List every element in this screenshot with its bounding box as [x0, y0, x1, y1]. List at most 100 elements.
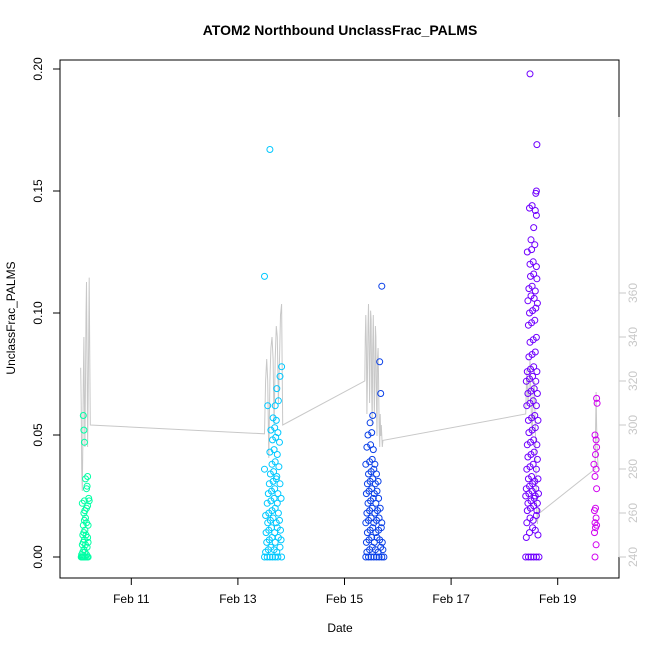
data-points	[77, 70, 601, 561]
y2-tick-label: 320	[626, 371, 640, 391]
data-point	[591, 473, 599, 480]
data-point	[530, 436, 538, 444]
data-point	[82, 514, 89, 522]
data-point	[263, 553, 271, 561]
x-tick-label: Feb 15	[326, 592, 364, 606]
data-point	[533, 455, 541, 463]
data-point	[371, 460, 379, 468]
data-point	[532, 512, 540, 519]
data-point	[591, 529, 598, 537]
data-point	[274, 509, 282, 517]
data-point	[273, 473, 281, 480]
data-point	[274, 490, 282, 498]
data-point	[80, 438, 88, 446]
data-point	[83, 543, 91, 551]
data-point	[523, 519, 531, 527]
data-point	[266, 146, 274, 153]
data-point	[84, 473, 92, 480]
y-tick-label: 0.05	[31, 423, 45, 447]
data-point	[80, 426, 88, 434]
data-point	[81, 526, 89, 534]
y2-tick-label: 260	[626, 503, 640, 523]
data-point	[529, 480, 537, 488]
data-point	[84, 521, 92, 529]
data-point	[531, 348, 539, 356]
data-point	[276, 372, 284, 380]
data-point	[269, 514, 277, 522]
data-point	[529, 516, 537, 524]
data-point	[275, 463, 283, 471]
data-point	[263, 499, 271, 507]
data-point	[532, 402, 540, 410]
y-tick-label: 0.15	[31, 179, 45, 203]
data-point	[277, 494, 285, 502]
data-point	[531, 316, 539, 324]
data-point	[273, 451, 281, 458]
data-point	[533, 141, 541, 149]
data-point	[534, 475, 542, 483]
data-point	[533, 390, 541, 397]
data-point	[265, 480, 273, 488]
data-point	[267, 426, 275, 434]
data-point	[530, 448, 538, 456]
data-point	[270, 494, 278, 502]
data-point	[532, 553, 540, 561]
chart-title: ATOM2 Northbound UnclassFrac_PALMS	[203, 22, 478, 38]
data-point	[532, 304, 540, 312]
series-2	[261, 146, 286, 561]
y-tick-label: 0.00	[31, 545, 45, 569]
data-point	[530, 224, 538, 232]
data-point	[373, 487, 381, 495]
data-point	[532, 211, 540, 219]
data-point	[271, 538, 279, 546]
data-point	[377, 390, 385, 397]
data-point	[527, 553, 535, 561]
y2-tick-label: 360	[626, 283, 640, 303]
data-point	[85, 497, 93, 505]
data-point	[529, 460, 537, 468]
data-point	[370, 553, 378, 561]
x-tick-label: Feb 13	[219, 592, 257, 606]
data-point	[368, 429, 376, 437]
data-point	[366, 419, 374, 427]
y2-tick-label: 240	[626, 547, 640, 567]
data-point	[264, 402, 272, 410]
data-point	[529, 397, 537, 405]
x-tick-label: Feb 19	[539, 592, 577, 606]
data-point	[376, 504, 384, 512]
data-point	[369, 412, 377, 419]
data-point	[378, 553, 386, 561]
plot-box	[59, 59, 620, 579]
data-point	[270, 446, 278, 454]
data-point	[271, 485, 279, 493]
data-point	[266, 553, 274, 561]
series-5	[590, 394, 601, 561]
data-point	[84, 534, 92, 541]
data-point	[533, 299, 541, 307]
data-point	[375, 494, 383, 502]
data-point	[526, 529, 533, 537]
data-point	[524, 553, 532, 561]
data-point	[593, 394, 601, 402]
data-point	[592, 541, 600, 549]
data-point	[532, 485, 540, 493]
axes: 0.00 0.05 0.10 0.15 0.20 240 260 280 300 320 340 36…	[31, 57, 640, 606]
y2-tick-label: 300	[626, 415, 640, 435]
data-point	[276, 516, 283, 524]
data-point	[531, 207, 539, 214]
data-point	[79, 412, 87, 419]
data-point	[593, 443, 601, 451]
data-point	[83, 551, 90, 559]
data-point	[378, 519, 386, 527]
data-point	[531, 412, 539, 419]
data-point	[529, 258, 537, 266]
data-point	[534, 416, 542, 424]
data-point	[85, 494, 93, 502]
data-point	[532, 263, 540, 271]
data-point	[363, 443, 371, 451]
data-point	[278, 553, 286, 561]
data-point	[273, 499, 281, 507]
data-point	[276, 438, 283, 446]
data-point	[362, 553, 370, 561]
altitude-track	[80, 277, 599, 525]
